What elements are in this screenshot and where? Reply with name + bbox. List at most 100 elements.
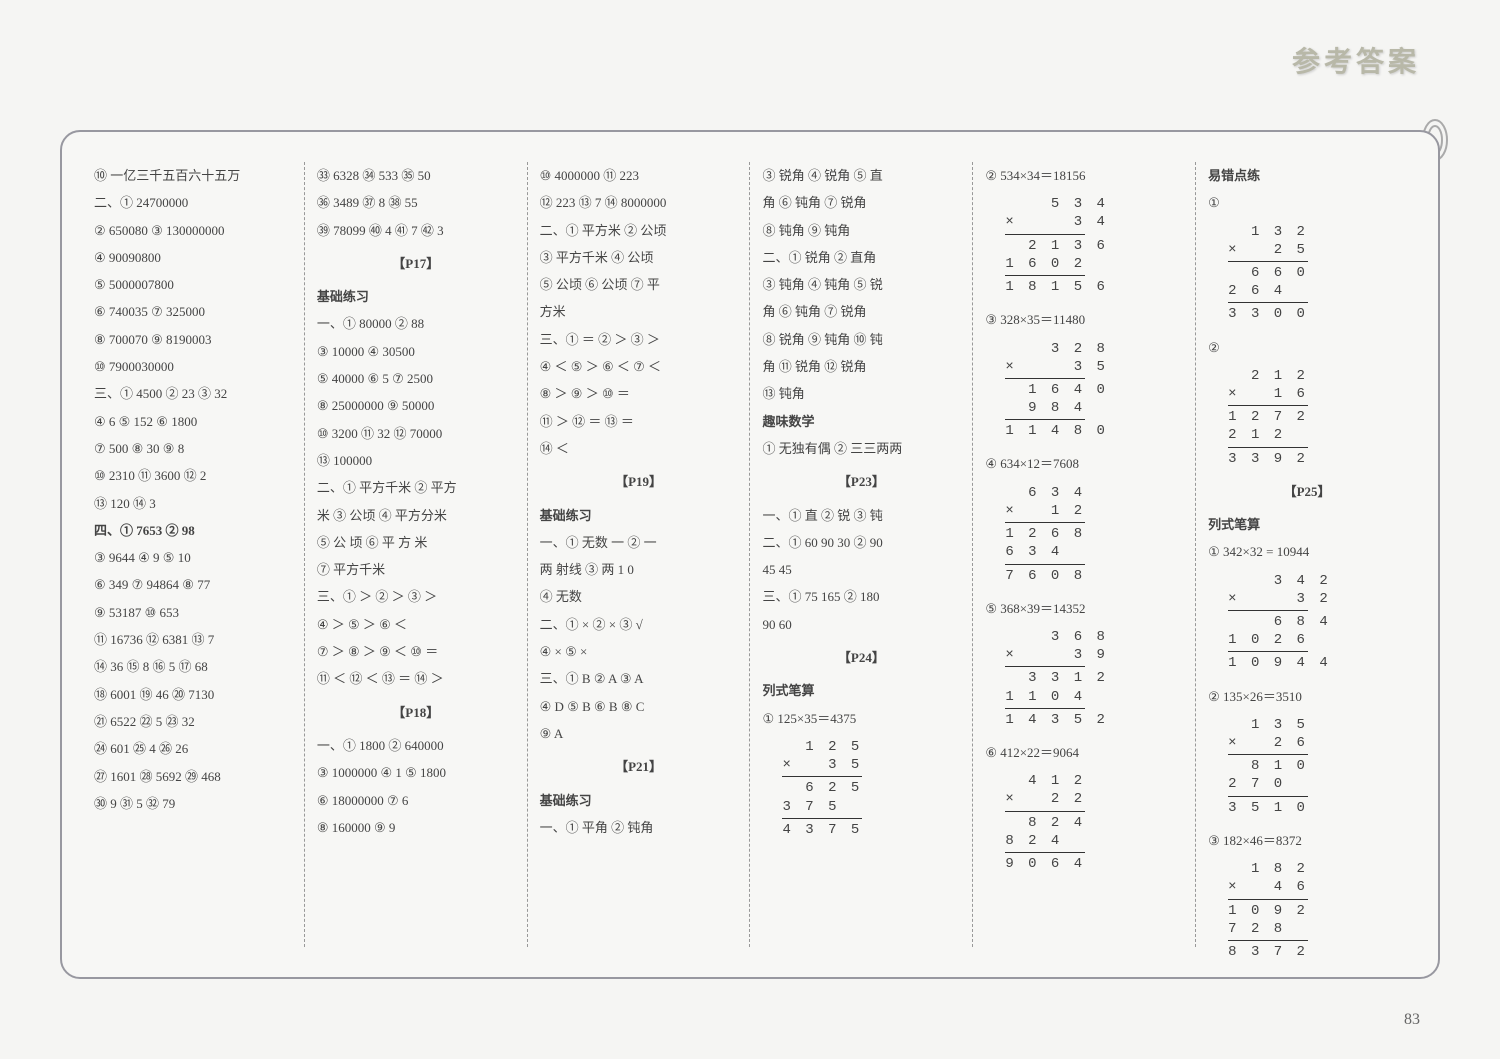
col3-line: ⑨ A bbox=[540, 720, 738, 747]
page-number: 83 bbox=[1404, 1011, 1420, 1029]
calc-342x32: 3 4 2 × 3 2 6 8 4 1 0 2 6 1 0 9 4 4 bbox=[1228, 572, 1406, 673]
col1-line: ④ 6 ⑤ 152 ⑥ 1800 bbox=[94, 408, 292, 435]
p25-title: 【P25】 bbox=[1208, 478, 1406, 505]
col2-line: 一、① 80000 ② 88 bbox=[317, 310, 515, 337]
calc-634x12: 6 3 4 × 1 2 1 2 6 8 6 3 4 7 6 0 8 bbox=[1005, 484, 1183, 585]
column-2: ㉝ 6328 ㉞ 533 ㉟ 50 ㊱ 3489 ㊲ 8 ㊳ 55 ㊴ 7809… bbox=[305, 162, 528, 947]
col3-line: 三、① B ② A ③ A bbox=[540, 665, 738, 692]
col4-line: 角 ⑪ 锐角 ⑫ 锐角 bbox=[762, 353, 960, 380]
col1-line: 四、① 7653 ② 98 bbox=[94, 517, 292, 544]
p19-title: 【P19】 bbox=[540, 468, 738, 495]
p17-sub: 基础练习 bbox=[317, 283, 515, 310]
p21-sub: 基础练习 bbox=[540, 787, 738, 814]
col2-line: 一、① 1800 ② 640000 bbox=[317, 732, 515, 759]
page-header-title: 参考答案 bbox=[1292, 40, 1420, 80]
col4-line: ③ 锐角 ④ 锐角 ⑤ 直 bbox=[762, 162, 960, 189]
col3-line: ⑪ ＞ ⑫ ＝ ⑬ ＝ bbox=[540, 408, 738, 435]
col1-line: ⑱ 6001 ⑲ 46 ⑳ 7130 bbox=[94, 681, 292, 708]
col3-line: ③ 平方千米 ④ 公顷 bbox=[540, 244, 738, 271]
col6-line: ① 342×32 = 10944 bbox=[1208, 538, 1406, 565]
col1-line: ⑥ 740035 ⑦ 325000 bbox=[94, 298, 292, 325]
col5-line: ⑥ 412×22＝9064 bbox=[985, 739, 1183, 766]
col4-line: 角 ⑥ 钝角 ⑦ 锐角 bbox=[762, 298, 960, 325]
calc-328x35: 3 2 8 × 3 5 1 6 4 0 9 8 4 1 1 4 8 0 bbox=[1005, 340, 1183, 441]
col2-line: 三、① ＞ ② ＞ ③ ＞ bbox=[317, 583, 515, 610]
calc-132x25: 1 3 2 × 2 5 6 6 0 2 6 4 3 3 0 0 bbox=[1228, 223, 1406, 324]
column-4: ③ 锐角 ④ 锐角 ⑤ 直 角 ⑥ 钝角 ⑦ 锐角 ⑧ 钝角 ⑨ 钝角 二、① … bbox=[750, 162, 973, 947]
col1-line: ㉗ 1601 ㉘ 5692 ㉙ 468 bbox=[94, 763, 292, 790]
calc-368x39: 3 6 8 × 3 9 3 3 1 2 1 1 0 4 1 4 3 5 2 bbox=[1005, 628, 1183, 729]
col1-line: ㉔ 601 ㉕ 4 ㉖ 26 bbox=[94, 735, 292, 762]
col2-line: ⑤ 公 顷 ⑥ 平 方 米 bbox=[317, 529, 515, 556]
col1-line: ⑬ 120 ⑭ 3 bbox=[94, 490, 292, 517]
p21-title: 【P21】 bbox=[540, 753, 738, 780]
col6-line: ③ 182×46＝8372 bbox=[1208, 827, 1406, 854]
col1-line: ⑨ 53187 ⑩ 653 bbox=[94, 599, 292, 626]
col4-line: 角 ⑥ 钝角 ⑦ 锐角 bbox=[762, 189, 960, 216]
col1-line: ㉚ 9 ㉛ 5 ㉜ 79 bbox=[94, 790, 292, 817]
col4-line: ⑬ 钝角 bbox=[762, 380, 960, 407]
col3-line: ⑩ 4000000 ⑪ 223 bbox=[540, 162, 738, 189]
yc1-label: ① bbox=[1208, 195, 1220, 210]
col3-line: 二、① × ② × ③ √ bbox=[540, 611, 738, 638]
col4-line: 二、① 锐角 ② 直角 bbox=[762, 244, 960, 271]
column-1: ⑩ 一亿三千五百六十五万 二、① 24700000 ② 650080 ③ 130… bbox=[82, 162, 305, 947]
col2-line: ㉝ 6328 ㉞ 533 ㉟ 50 bbox=[317, 162, 515, 189]
col4-line: ① 125×35＝4375 bbox=[762, 705, 960, 732]
p24-sub: 列式笔算 bbox=[762, 677, 960, 704]
col1-line: ② 650080 ③ 130000000 bbox=[94, 217, 292, 244]
p25-sub: 列式笔算 bbox=[1208, 511, 1406, 538]
col3-line: 三、① ＝ ② ＞ ③ ＞ bbox=[540, 326, 738, 353]
col2-line: ⑦ 平方千米 bbox=[317, 556, 515, 583]
col1-line: ⑥ 349 ⑦ 94864 ⑧ 77 bbox=[94, 571, 292, 598]
column-5: ② 534×34＝18156 5 3 4 × 3 4 2 1 3 6 1 6 0… bbox=[973, 162, 1196, 947]
col1-line: ⑪ 16736 ⑫ 6381 ⑬ 7 bbox=[94, 626, 292, 653]
col2-line: 米 ③ 公顷 ④ 平方分米 bbox=[317, 502, 515, 529]
col2-line: ㊱ 3489 ㊲ 8 ㊳ 55 bbox=[317, 189, 515, 216]
p19-sub: 基础练习 bbox=[540, 502, 738, 529]
col4-line: ⑧ 锐角 ⑨ 钝角 ⑩ 钝 bbox=[762, 326, 960, 353]
calc-534x34: 5 3 4 × 3 4 2 1 3 6 1 6 0 2 1 8 1 5 6 bbox=[1005, 195, 1183, 296]
col2-line: ⑤ 40000 ⑥ 5 ⑦ 2500 bbox=[317, 365, 515, 392]
col3-line: ⑤ 公顷 ⑥ 公顷 ⑦ 平 bbox=[540, 271, 738, 298]
col3-line: ④ × ⑤ × bbox=[540, 638, 738, 665]
col1-line: ⑩ 7900030000 bbox=[94, 353, 292, 380]
col5-line: ④ 634×12＝7608 bbox=[985, 450, 1183, 477]
col5-line: ② 534×34＝18156 bbox=[985, 162, 1183, 189]
col4-line: ③ 钝角 ④ 钝角 ⑤ 锐 bbox=[762, 271, 960, 298]
col1-line: ⑩ 一亿三千五百六十五万 bbox=[94, 162, 292, 189]
col4-line: ⑧ 钝角 ⑨ 钝角 bbox=[762, 217, 960, 244]
col3-line: 二、① 平方米 ② 公顷 bbox=[540, 217, 738, 244]
col3-line: ④ ＜ ⑤ ＞ ⑥ ＜ ⑦ ＜ bbox=[540, 353, 738, 380]
col2-line: ⑩ 3200 ⑪ 32 ⑫ 70000 bbox=[317, 420, 515, 447]
column-6: 易错点练 ① 1 3 2 × 2 5 6 6 0 2 6 4 3 3 0 0 ②… bbox=[1196, 162, 1418, 947]
col4-line: 二、① 60 90 30 ② 90 bbox=[762, 529, 960, 556]
col1-line: ⑭ 36 ⑮ 8 ⑯ 5 ⑰ 68 bbox=[94, 653, 292, 680]
col5-line: ③ 328×35＝11480 bbox=[985, 306, 1183, 333]
col2-line: ⑬ 100000 bbox=[317, 447, 515, 474]
col2-line: ㊴ 78099 ㊵ 4 ㊶ 7 ㊷ 3 bbox=[317, 217, 515, 244]
calc-412x22: 4 1 2 × 2 2 8 2 4 8 2 4 9 0 6 4 bbox=[1005, 772, 1183, 873]
quwei-title: 趣味数学 bbox=[762, 408, 960, 435]
col5-line: ⑤ 368×39＝14352 bbox=[985, 595, 1183, 622]
col3-line: 两 射线 ③ 两 1 0 bbox=[540, 556, 738, 583]
col3-line: ④ 无数 bbox=[540, 583, 738, 610]
col4-line: 三、① 75 165 ② 180 bbox=[762, 583, 960, 610]
calc-125x35: 1 2 5 × 3 5 6 2 5 3 7 5 4 3 7 5 bbox=[782, 738, 960, 839]
p23-title: 【P23】 bbox=[762, 468, 960, 495]
col4-line: ① 无独有偶 ② 三三两两 bbox=[762, 435, 960, 462]
col4-line: 90 60 bbox=[762, 611, 960, 638]
col2-line: 二、① 平方千米 ② 平方 bbox=[317, 474, 515, 501]
col1-line: ③ 9644 ④ 9 ⑤ 10 bbox=[94, 544, 292, 571]
col3-line: ④ D ⑤ B ⑥ B ⑧ C bbox=[540, 693, 738, 720]
col2-line: ③ 1000000 ④ 1 ⑤ 1800 bbox=[317, 759, 515, 786]
col3-line: 一、① 平角 ② 钝角 bbox=[540, 814, 738, 841]
col4-line: 一、① 直 ② 锐 ③ 钝 bbox=[762, 502, 960, 529]
p17-title: 【P17】 bbox=[317, 250, 515, 277]
col2-line: ⑦ ＞ ⑧ ＞ ⑨ ＜ ⑩ ＝ bbox=[317, 638, 515, 665]
column-3: ⑩ 4000000 ⑪ 223 ⑫ 223 ⑬ 7 ⑭ 8000000 二、① … bbox=[528, 162, 751, 947]
col2-line: ⑧ 160000 ⑨ 9 bbox=[317, 814, 515, 841]
col3-line: 一、① 无数 一 ② 一 bbox=[540, 529, 738, 556]
content-frame: ⑩ 一亿三千五百六十五万 二、① 24700000 ② 650080 ③ 130… bbox=[60, 130, 1440, 979]
col3-line: ⑫ 223 ⑬ 7 ⑭ 8000000 bbox=[540, 189, 738, 216]
